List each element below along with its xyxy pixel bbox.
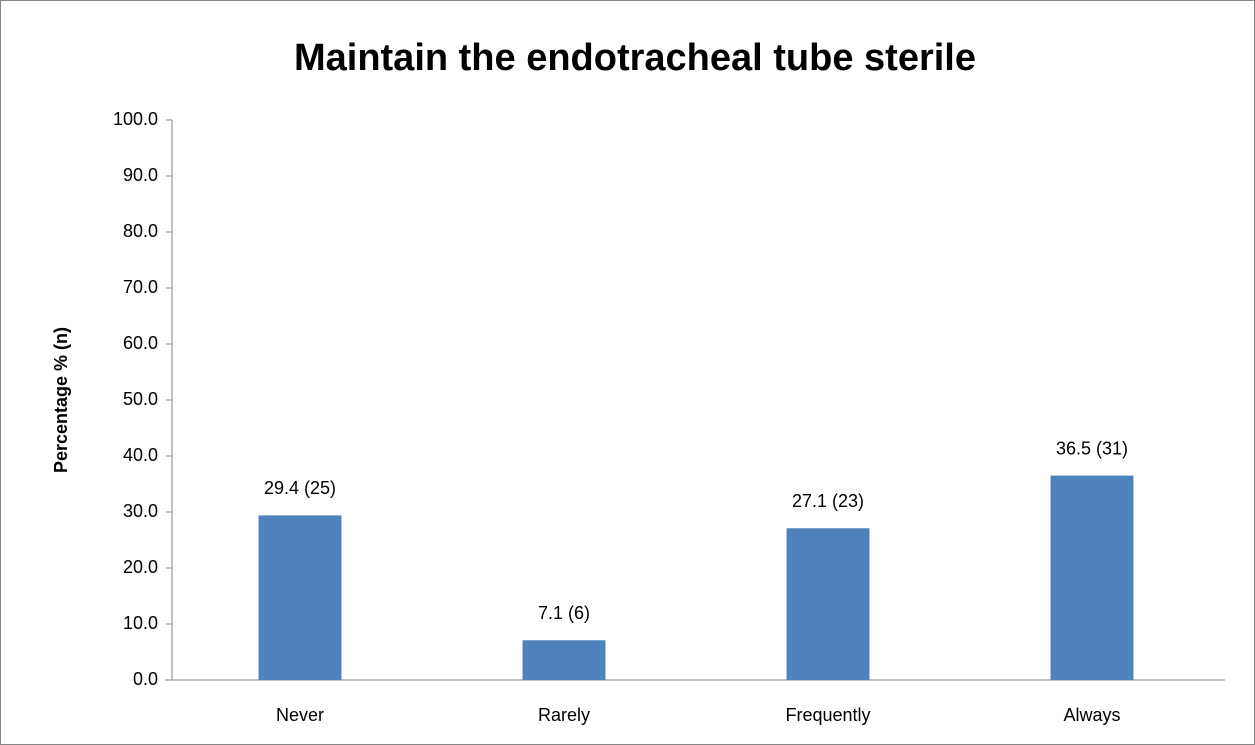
x-tick-label: Rarely: [538, 705, 590, 725]
y-tick-label: 100.0: [113, 109, 158, 129]
y-tick-label: 40.0: [123, 445, 158, 465]
data-label: 36.5 (31): [1056, 438, 1128, 458]
y-tick-label: 10.0: [123, 613, 158, 633]
y-tick-label: 70.0: [123, 277, 158, 297]
y-tick-label: 0.0: [133, 669, 158, 689]
bar: [522, 640, 606, 680]
y-axis-label: Percentage % (n): [51, 327, 71, 473]
x-tick-label: Always: [1063, 705, 1120, 725]
y-tick-label: 20.0: [123, 557, 158, 577]
y-tick-label: 90.0: [123, 165, 158, 185]
data-label: 7.1 (6): [538, 603, 590, 623]
x-tick-label: Never: [276, 705, 324, 725]
y-tick-label: 50.0: [123, 389, 158, 409]
y-tick-label: 30.0: [123, 501, 158, 521]
y-tick-label: 60.0: [123, 333, 158, 353]
y-tick-label: 80.0: [123, 221, 158, 241]
bar: [786, 528, 870, 680]
chart-title: Maintain the endotracheal tube sterile: [294, 37, 976, 79]
data-label: 29.4 (25): [264, 478, 336, 498]
x-tick-label: Frequently: [785, 705, 870, 725]
bar: [1050, 475, 1134, 680]
bar: [258, 515, 342, 680]
data-label: 27.1 (23): [792, 491, 864, 511]
